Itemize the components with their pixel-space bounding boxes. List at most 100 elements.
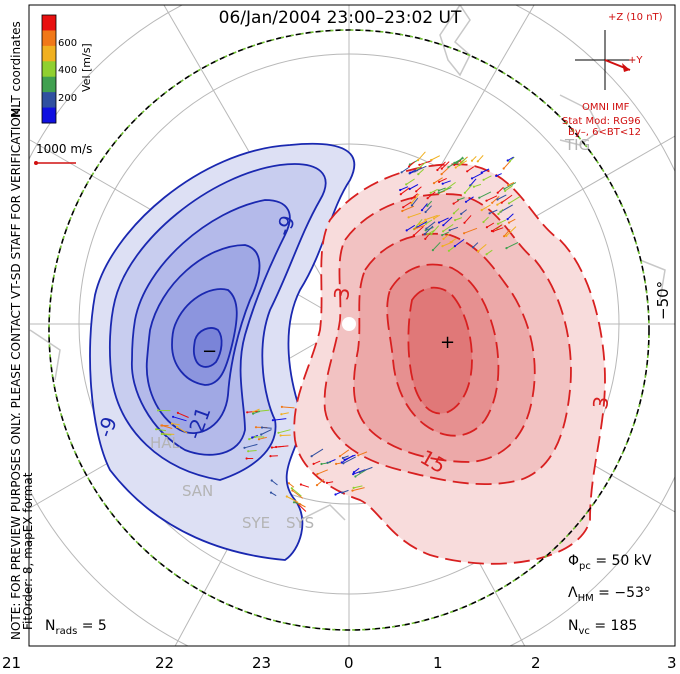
velocity-vector-dot [247,450,250,453]
velocity-vector [508,196,521,204]
velocity-vector-dot [176,425,179,429]
velocity-vector-dot [496,198,499,201]
velocity-vector-dot [496,191,499,194]
velocity-vector-dot [299,483,302,486]
colorbar-segment [42,30,56,47]
velocity-vector [504,185,514,192]
velocity-vector [454,238,465,247]
negative-potential-cell: − [89,142,356,561]
velocity-vector [437,161,446,171]
velocity-vector-dot [485,199,488,202]
velocity-vector-dot [176,411,179,414]
velocity-vector-dot [425,227,428,230]
station-sys: SYS [286,514,314,532]
velocity-vector [261,427,272,429]
velocity-vector [507,156,514,161]
velocity-vector-dot [334,493,337,496]
velocity-vectors [155,151,521,512]
velocity-vector-dot [441,234,444,237]
velocity-vector [253,408,260,413]
velocity-vector [497,194,507,200]
velocity-vector [281,412,289,415]
velocity-vector-dot [485,226,488,229]
positive-potential-cell: + [293,163,606,565]
vel-tick-600: 600 [58,38,78,49]
velocity-vector-dot [453,161,456,164]
stat-n-rads-text: Nrads = 5 [45,618,107,637]
velocity-vector-dot [320,462,323,466]
vel-tick-200: 200 [58,93,78,104]
velocity-vector [156,428,167,432]
velocity-vector-dot [277,431,280,434]
velocity-vector [448,245,456,252]
stat-phi-pc: Φpc = 50 kV [568,553,651,572]
velocity-vector [358,451,368,456]
velocity-vector-dot [463,221,466,224]
velocity-vector-dot [160,424,163,427]
velocity-vector [402,201,412,208]
velocity-vector [316,479,325,486]
velocity-vector-dot [442,237,445,240]
velocity-vector-dot [409,171,412,174]
velocity-vector-dot [452,202,455,205]
velocity-vector [438,187,446,191]
velocity-vector-dot [270,446,273,449]
velocity-vector-dot [426,204,429,207]
velocity-vector-dot [472,185,475,188]
velocity-vector-dot [430,233,433,236]
velocity-vector-dot [410,197,413,200]
velocity-vector-dot [508,160,511,163]
velocity-vector [441,161,450,169]
velocity-vector [432,241,441,251]
velocity-vector [454,217,463,221]
mlt-label-21: 21 [2,654,22,672]
velocity-vector [469,178,477,186]
velocity-vector [453,208,460,214]
velocity-vector [409,184,419,190]
velocity-vector [498,208,504,215]
velocity-vector-dot [341,491,344,494]
imf-y-label: +Y [628,55,643,66]
velocity-vector [281,406,295,409]
velocity-vector [291,487,302,497]
velocity-vector-dot [399,193,402,196]
velocity-vector-dot [352,486,355,489]
velocity-vector-dot [279,434,282,437]
colorbar-segment [42,92,56,109]
velocity-vector [359,466,373,473]
velocity-vector-dot [476,250,480,253]
velocity-vector [460,209,468,215]
velocity-vector [427,229,435,235]
velocity-vector [417,161,427,170]
velocity-vector-dot [423,233,426,236]
contour-label-pos-3: 3 [588,394,614,411]
velocity-vector-dot [463,191,466,194]
velocity-vector [430,188,438,194]
velocity-vector-dot [399,188,402,192]
velocity-vector-dot [270,479,273,482]
velocity-vector-dot [507,202,511,205]
velocity-vector [483,216,489,223]
velocity-vector-dot [431,249,434,252]
velocity-vector-dot [442,230,445,233]
stat-lambda-hm: ΛHM = −53° [568,585,651,604]
velocity-vector-dot [503,235,506,238]
colorbar-segment [42,45,56,62]
velocity-vector [477,244,487,252]
velocity-vector [486,195,498,202]
velocity-vector-dot [252,412,255,415]
velocity-vector [300,484,310,488]
velocity-vector [463,227,478,234]
mlt-label-1: 1 [433,654,443,672]
velocity-vector-dot [405,229,408,232]
velocity-vector [425,214,438,221]
velocity-vector-dot [157,409,160,412]
velocity-vector-dot [502,167,505,170]
velocity-vector [417,151,426,161]
velocity-vector-dot [424,237,427,240]
velocity-vector-dot [453,245,456,248]
velocity-vector [425,205,432,213]
velocity-vector [343,456,356,464]
velocity-vector [486,249,493,255]
imf-z-label: +Z (10 nT) [608,12,663,23]
